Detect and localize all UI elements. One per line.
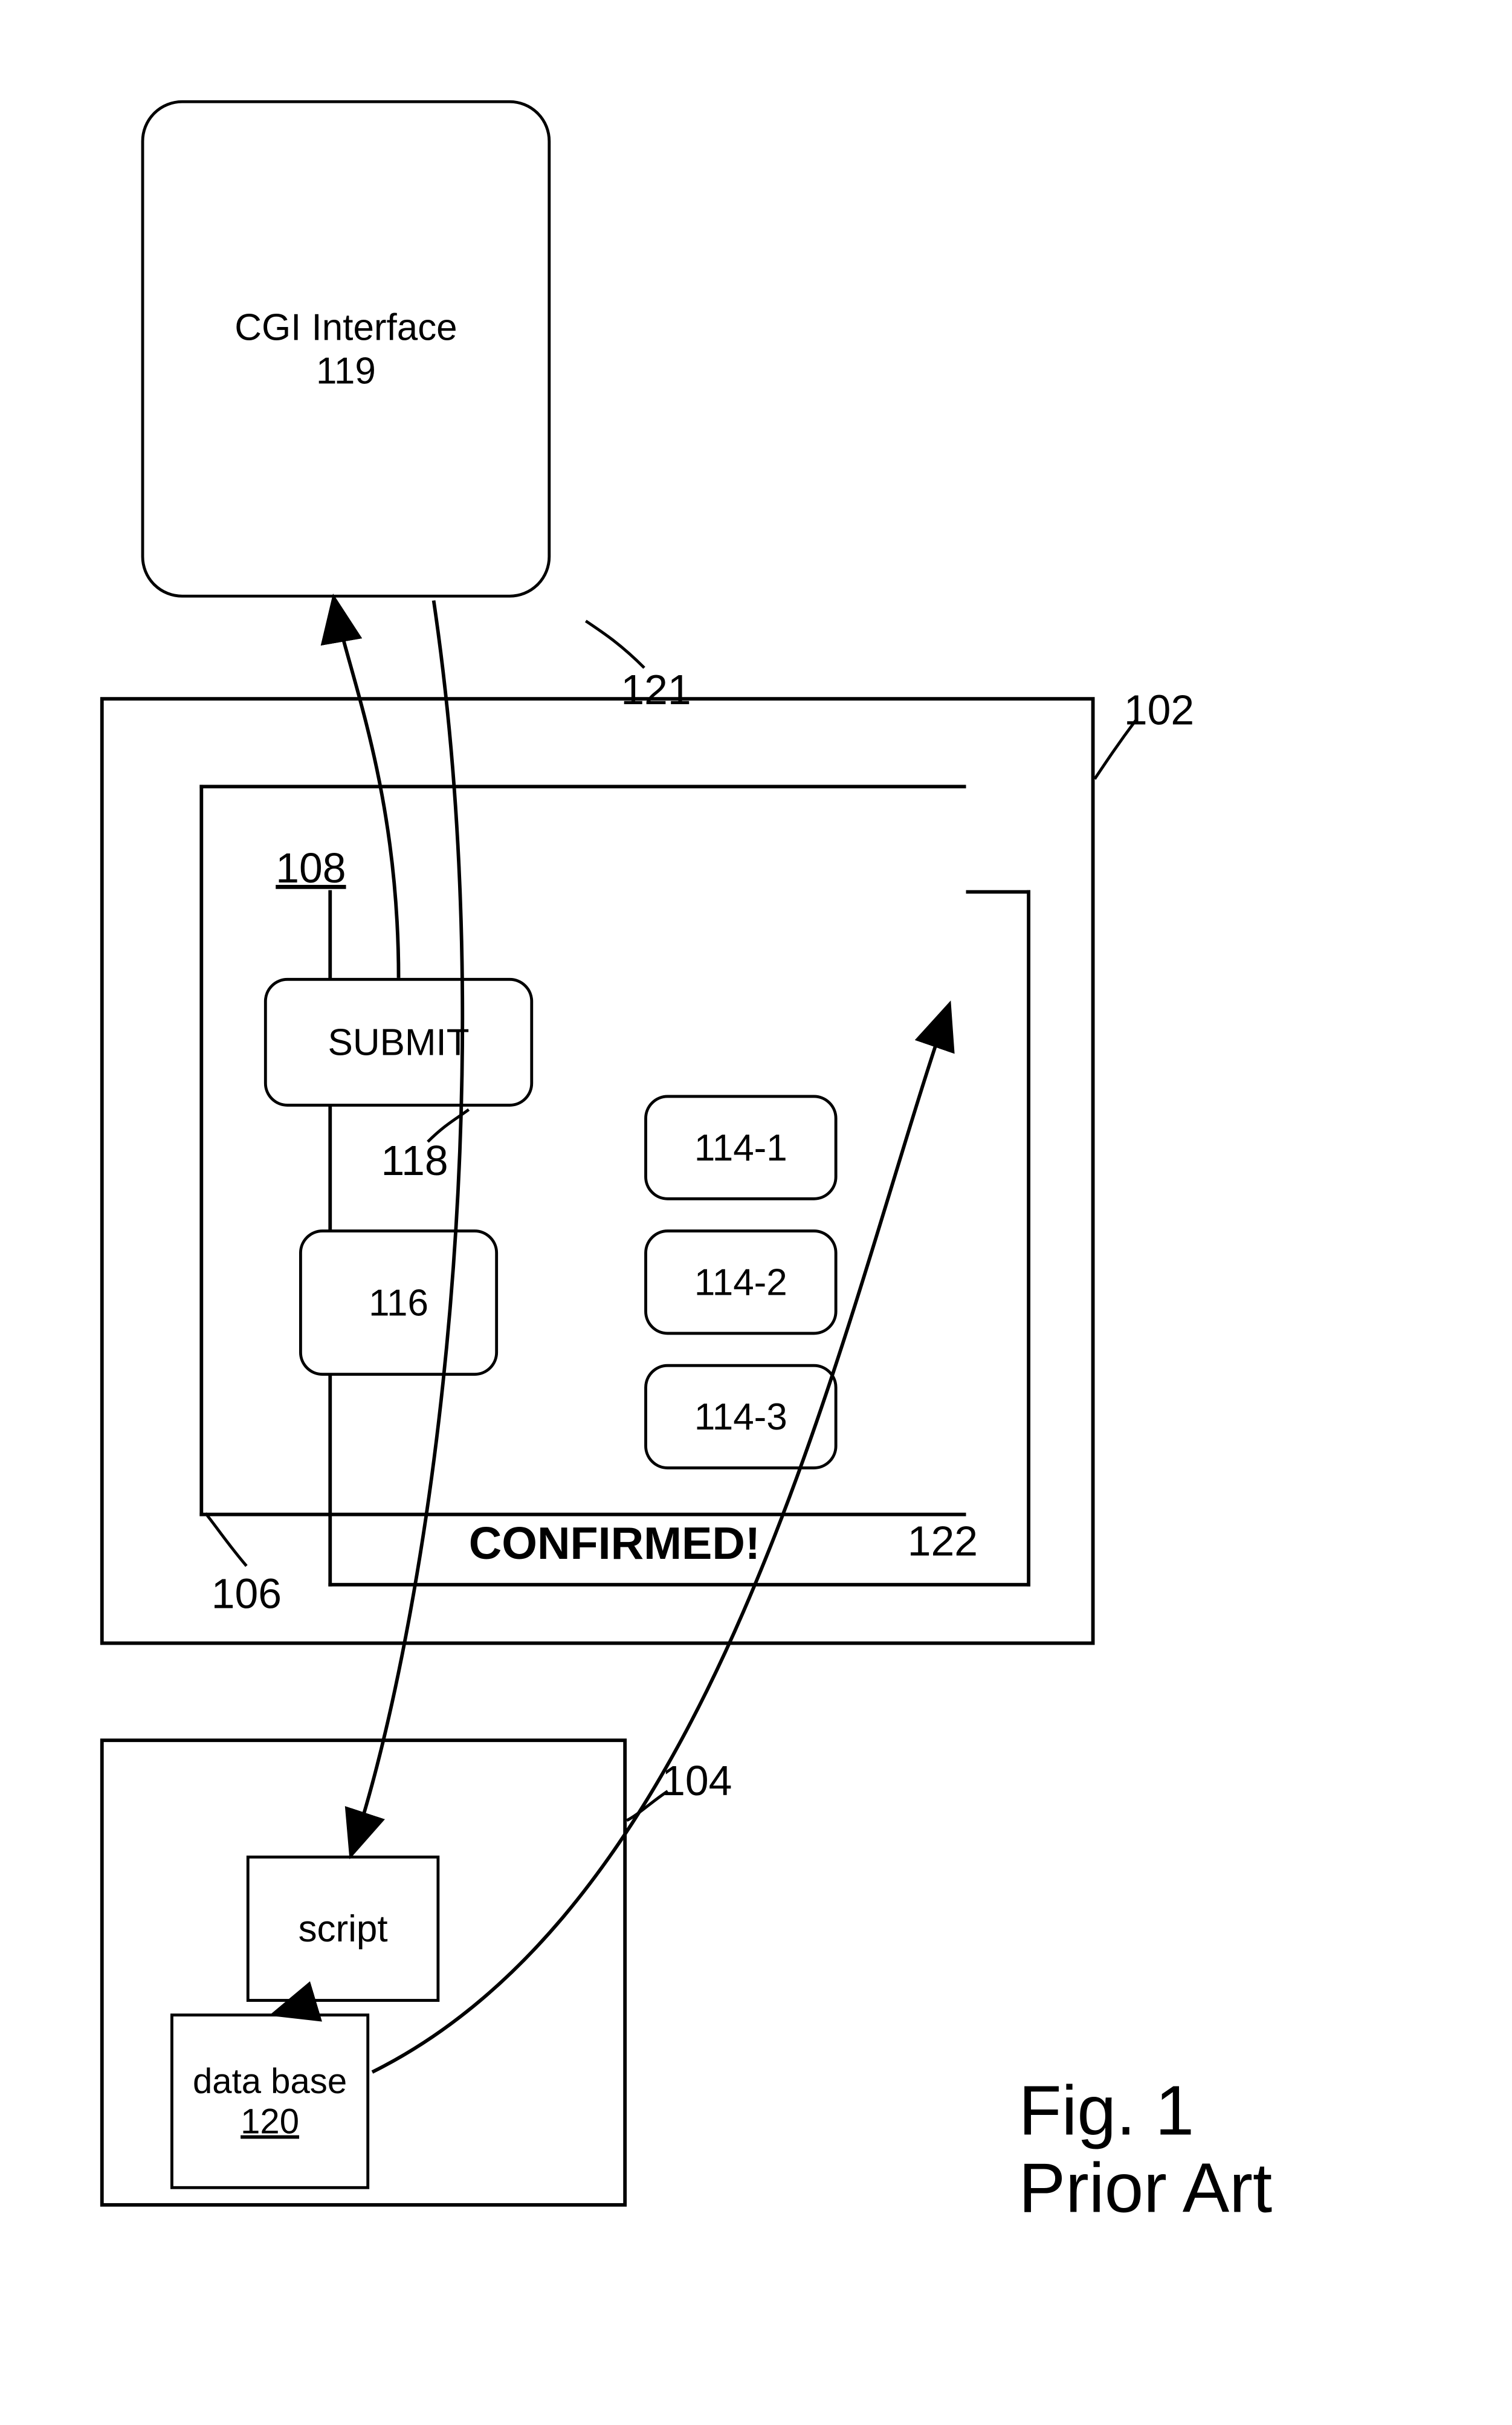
ref-106: 106 <box>212 1569 282 1620</box>
database-ref: 120 <box>241 2101 299 2142</box>
field2-label: 114-2 <box>694 1260 787 1304</box>
ref-118: 118 <box>381 1136 448 1187</box>
field3-label: 114-3 <box>694 1395 787 1439</box>
cgi-label: CGI Interface <box>234 306 457 349</box>
figure-title: Fig. 1 Prior Art <box>1019 2072 1273 2227</box>
database-box: data base 120 <box>170 2013 369 2189</box>
block-116: 116 <box>299 1229 498 1376</box>
submit-label: SUBMIT <box>328 1021 470 1064</box>
figure-title-line1: Fig. 1 <box>1019 2072 1273 2149</box>
submit-button: SUBMIT <box>264 978 533 1107</box>
ref-102: 102 <box>1124 685 1194 736</box>
field1-label: 114-1 <box>694 1126 787 1170</box>
form-page-ref: 108 <box>276 843 346 894</box>
database-label: data base <box>193 2061 347 2102</box>
script-label: script <box>299 1906 388 1951</box>
ref-104: 104 <box>662 1756 732 1807</box>
ref-121: 121 <box>621 665 691 716</box>
figure-title-line2: Prior Art <box>1019 2149 1273 2227</box>
ref-122: 122 <box>908 1516 978 1567</box>
confirm-page-top-stub <box>966 890 1030 894</box>
block-116-label: 116 <box>369 1281 428 1324</box>
field-114-1: 114-1 <box>644 1095 837 1200</box>
confirmed-text: CONFIRMED! <box>469 1516 760 1571</box>
field-114-3: 114-3 <box>644 1364 837 1469</box>
cgi-ref: 119 <box>316 349 376 392</box>
script-box: script <box>247 1856 439 2002</box>
cgi-interface: CGI Interface 119 <box>141 100 551 598</box>
figure-canvas: 108 SUBMIT 116 114-1 114-2 114-3 CONFIRM… <box>24 24 1488 2325</box>
field-114-2: 114-2 <box>644 1229 837 1335</box>
